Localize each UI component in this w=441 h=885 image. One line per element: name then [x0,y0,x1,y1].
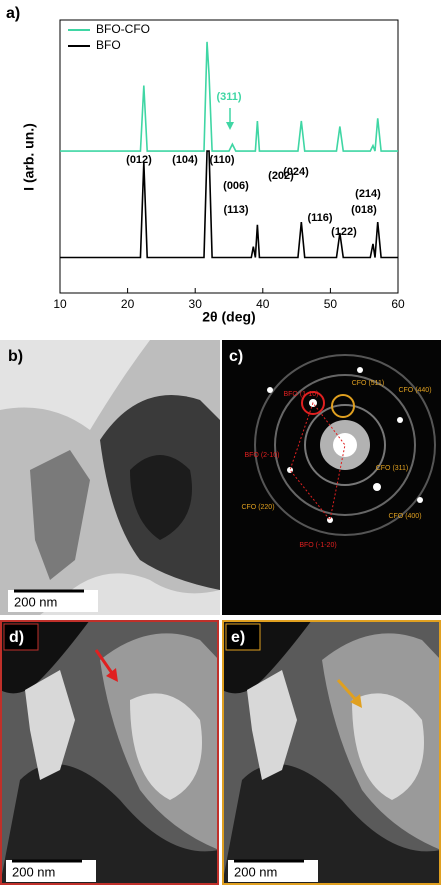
x-tick-label: 60 [391,297,405,311]
diffraction-label: CFO (400) [388,513,421,520]
x-tick-label: 30 [189,297,203,311]
diffraction-label: BFO (-1-20) [299,542,336,549]
y-axis-label: I (arb. un.) [21,123,37,191]
peak-annotation: (110) [209,154,234,166]
scale-bar-label: 200 nm [12,864,55,879]
peak-annotation: (104) [172,154,198,166]
peak-annotation: (012) [126,154,152,166]
diffraction-label: CFO (220) [241,504,274,511]
annotation-arrowhead [226,122,234,130]
plot-frame [59,19,399,294]
x-axis-label: 2θ (deg) [202,309,255,325]
panel-label: e) [231,629,245,646]
peak-annotation: (122) [331,226,357,238]
panel-label: b) [8,348,23,365]
legend-label: BFO-CFO [96,22,150,36]
peak-annotation: (113) [223,204,248,216]
x-tick-label: 40 [256,297,270,311]
legend-label: BFO [96,38,121,52]
x-tick-label: 50 [324,297,338,311]
peak-annotation: (202) [268,170,294,182]
peak-annotation: (024) [283,166,309,178]
x-tick-label: 20 [121,297,135,311]
panel-d [0,620,219,885]
peak-annotation: (214) [355,188,381,200]
x-tick-label: 10 [53,297,67,311]
series-line [60,41,398,152]
series-line [60,150,398,259]
peak-annotation: (018) [351,204,377,216]
diffraction-label: CFO (511) [352,380,385,387]
panel-e [222,620,441,885]
peak-annotation: (116) [307,212,332,224]
diffraction-label: CFO (440) [398,387,431,394]
peak-annotation: (006) [223,180,249,192]
peak-annotation: (311) [216,91,241,103]
scale-bar-label: 200 nm [234,864,277,879]
panel-label: c) [229,348,243,365]
panel-label: d) [9,629,24,646]
diffraction-label: BFO (1-10) [283,391,318,398]
diffraction-label: CFO (311) [376,465,409,472]
panel-label: a) [6,5,20,22]
panel-b [0,340,220,615]
panel-c [222,340,441,615]
diffraction-label: BFO (2-10) [244,452,279,459]
scale-bar-label: 200 nm [14,594,57,609]
